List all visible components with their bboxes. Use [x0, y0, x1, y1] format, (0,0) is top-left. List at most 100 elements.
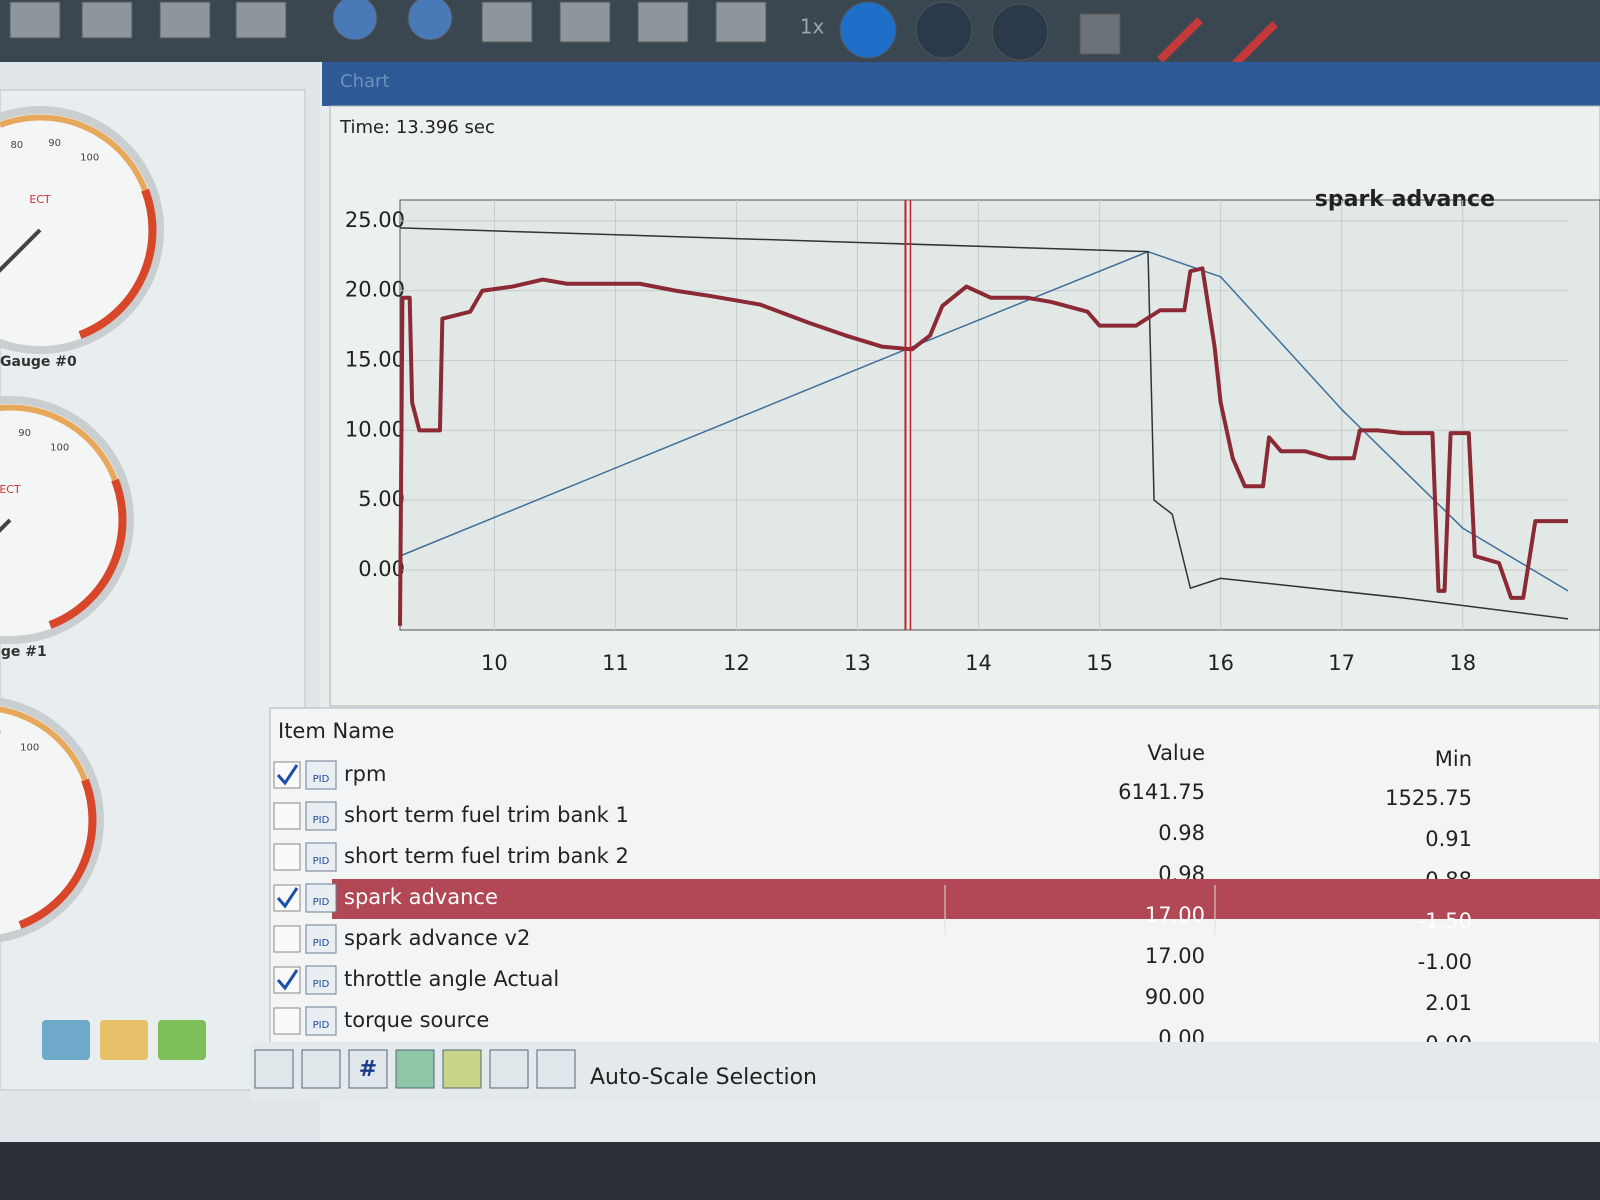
pause-button[interactable]	[915, 1, 973, 59]
pid-icon	[305, 924, 337, 954]
item-name[interactable]: throttle angle Actual	[344, 967, 559, 991]
gauge-redline	[48, 478, 127, 629]
gauge-unit: ECT	[29, 193, 51, 206]
scale-button[interactable]	[395, 1049, 435, 1089]
tool-button[interactable]	[1079, 13, 1121, 55]
remove-button[interactable]	[301, 1049, 341, 1089]
zoom-in[interactable]	[407, 0, 453, 41]
speed-label: 1x	[800, 15, 825, 39]
x-tick-label: 12	[723, 651, 750, 675]
table: Item Name Value Min PID rpm 6141.75 1525.75 PID…	[273, 719, 1600, 1056]
tab-label: Chart	[340, 71, 389, 92]
item-name[interactable]: torque source	[344, 1008, 489, 1032]
column-header: Value	[1147, 741, 1205, 765]
tool-button[interactable]	[559, 1, 611, 43]
y-tick-label: 15.00	[345, 348, 405, 372]
checkbox[interactable]	[273, 843, 301, 871]
checkbox[interactable]	[273, 1007, 301, 1035]
pid-icon	[305, 801, 337, 831]
item-name[interactable]: rpm	[344, 762, 386, 786]
y-tick-label: 25.00	[345, 208, 405, 232]
item-value: 17.00	[1145, 903, 1205, 927]
plot-area	[399, 199, 1600, 631]
gauge-dial	[0, 396, 134, 644]
pid-icon	[305, 760, 337, 790]
gauge-dial	[0, 106, 164, 354]
panel-buttons	[42, 1020, 206, 1060]
tool-button[interactable]	[159, 1, 211, 39]
chart-title: spark advance	[1315, 187, 1495, 212]
gauge-tick-label: 90	[48, 138, 61, 149]
tool-button[interactable]	[715, 1, 767, 43]
y-tick-label: 5.00	[358, 487, 405, 511]
cursor-time: Time: 13.396 sec	[339, 117, 495, 138]
x-tick-label: 15	[1086, 651, 1113, 675]
format-button[interactable]	[348, 1049, 388, 1089]
pid-icon	[305, 842, 337, 872]
pid-icon	[305, 1006, 337, 1036]
x-tick-label: 16	[1207, 651, 1234, 675]
item-value: 17.00	[1145, 944, 1205, 968]
x-tick-label: 18	[1449, 651, 1476, 675]
x-tick-label: 10	[481, 651, 508, 675]
item-name[interactable]: spark advance	[344, 885, 498, 909]
gauge-arc	[0, 706, 88, 782]
item-name[interactable]: spark advance v2	[344, 926, 530, 950]
checkbox[interactable]	[273, 925, 301, 953]
save-button[interactable]	[42, 1020, 90, 1060]
column-header: Min	[1435, 747, 1472, 771]
gauge-unit: ECT	[0, 483, 21, 496]
pid-icon	[305, 965, 337, 995]
chart: spark advance Time: 13.396 sec 0.00 5.00 10.…	[339, 117, 1569, 675]
series-line	[399, 227, 1569, 620]
toolbar-icons	[9, 0, 1278, 67]
pen-tool[interactable]	[1157, 17, 1203, 63]
pid-label: PID	[313, 815, 330, 826]
gauge-title: Gauge #0	[0, 354, 77, 370]
item-min: 0.91	[1425, 827, 1472, 851]
checkbox[interactable]	[273, 802, 301, 830]
line-button[interactable]	[442, 1049, 482, 1089]
pid-label: PID	[313, 774, 330, 785]
open-button[interactable]	[100, 1020, 148, 1060]
tool-button[interactable]	[81, 1, 133, 39]
pid-label: PID	[313, 938, 330, 949]
screen-bezel	[0, 1142, 1600, 1200]
tool-button[interactable]	[235, 1, 287, 39]
item-value: 0.98	[1158, 821, 1205, 845]
pid-label: PID	[313, 856, 330, 867]
x-tick-label: 14	[965, 651, 992, 675]
zoom-out[interactable]	[332, 0, 378, 41]
gauges: 405060708090100ECTGauge #040506070809010…	[0, 106, 164, 943]
checkmark	[276, 764, 299, 786]
add-button[interactable]	[254, 1049, 294, 1089]
item-name[interactable]: short term fuel trim bank 2	[344, 844, 629, 868]
x-tick-label: 13	[844, 651, 871, 675]
stop-button[interactable]	[991, 3, 1049, 61]
pen-tool[interactable]	[1232, 21, 1278, 67]
autoscale-button[interactable]	[536, 1049, 576, 1089]
gauge-tick-label: 90	[18, 428, 31, 439]
item-value: 90.00	[1145, 985, 1205, 1009]
tool-button[interactable]	[9, 1, 61, 39]
gauge-tick-label: 100	[50, 442, 69, 453]
x-tick-label: 17	[1328, 651, 1355, 675]
gauge-arc	[0, 404, 118, 482]
gauge-arc	[0, 114, 148, 192]
tool-button[interactable]	[637, 1, 689, 43]
gauge-title: Gauge #1	[0, 644, 47, 660]
autoscale-label[interactable]: Auto-Scale Selection	[590, 1065, 817, 1090]
item-value: 6141.75	[1118, 780, 1205, 804]
checkmark	[276, 887, 299, 909]
gauge-tick-label: 80	[10, 140, 23, 151]
refresh-button[interactable]	[158, 1020, 206, 1060]
chart-titlebar	[322, 62, 1600, 106]
gauge-tick-label: 100	[20, 742, 39, 753]
item-name[interactable]: short term fuel trim bank 1	[344, 803, 629, 827]
tool-button[interactable]	[481, 1, 533, 43]
formula-button[interactable]	[489, 1049, 529, 1089]
play-button[interactable]	[839, 1, 897, 59]
y-tick-label: 0.00	[358, 557, 405, 581]
item-min: -1.00	[1418, 950, 1472, 974]
